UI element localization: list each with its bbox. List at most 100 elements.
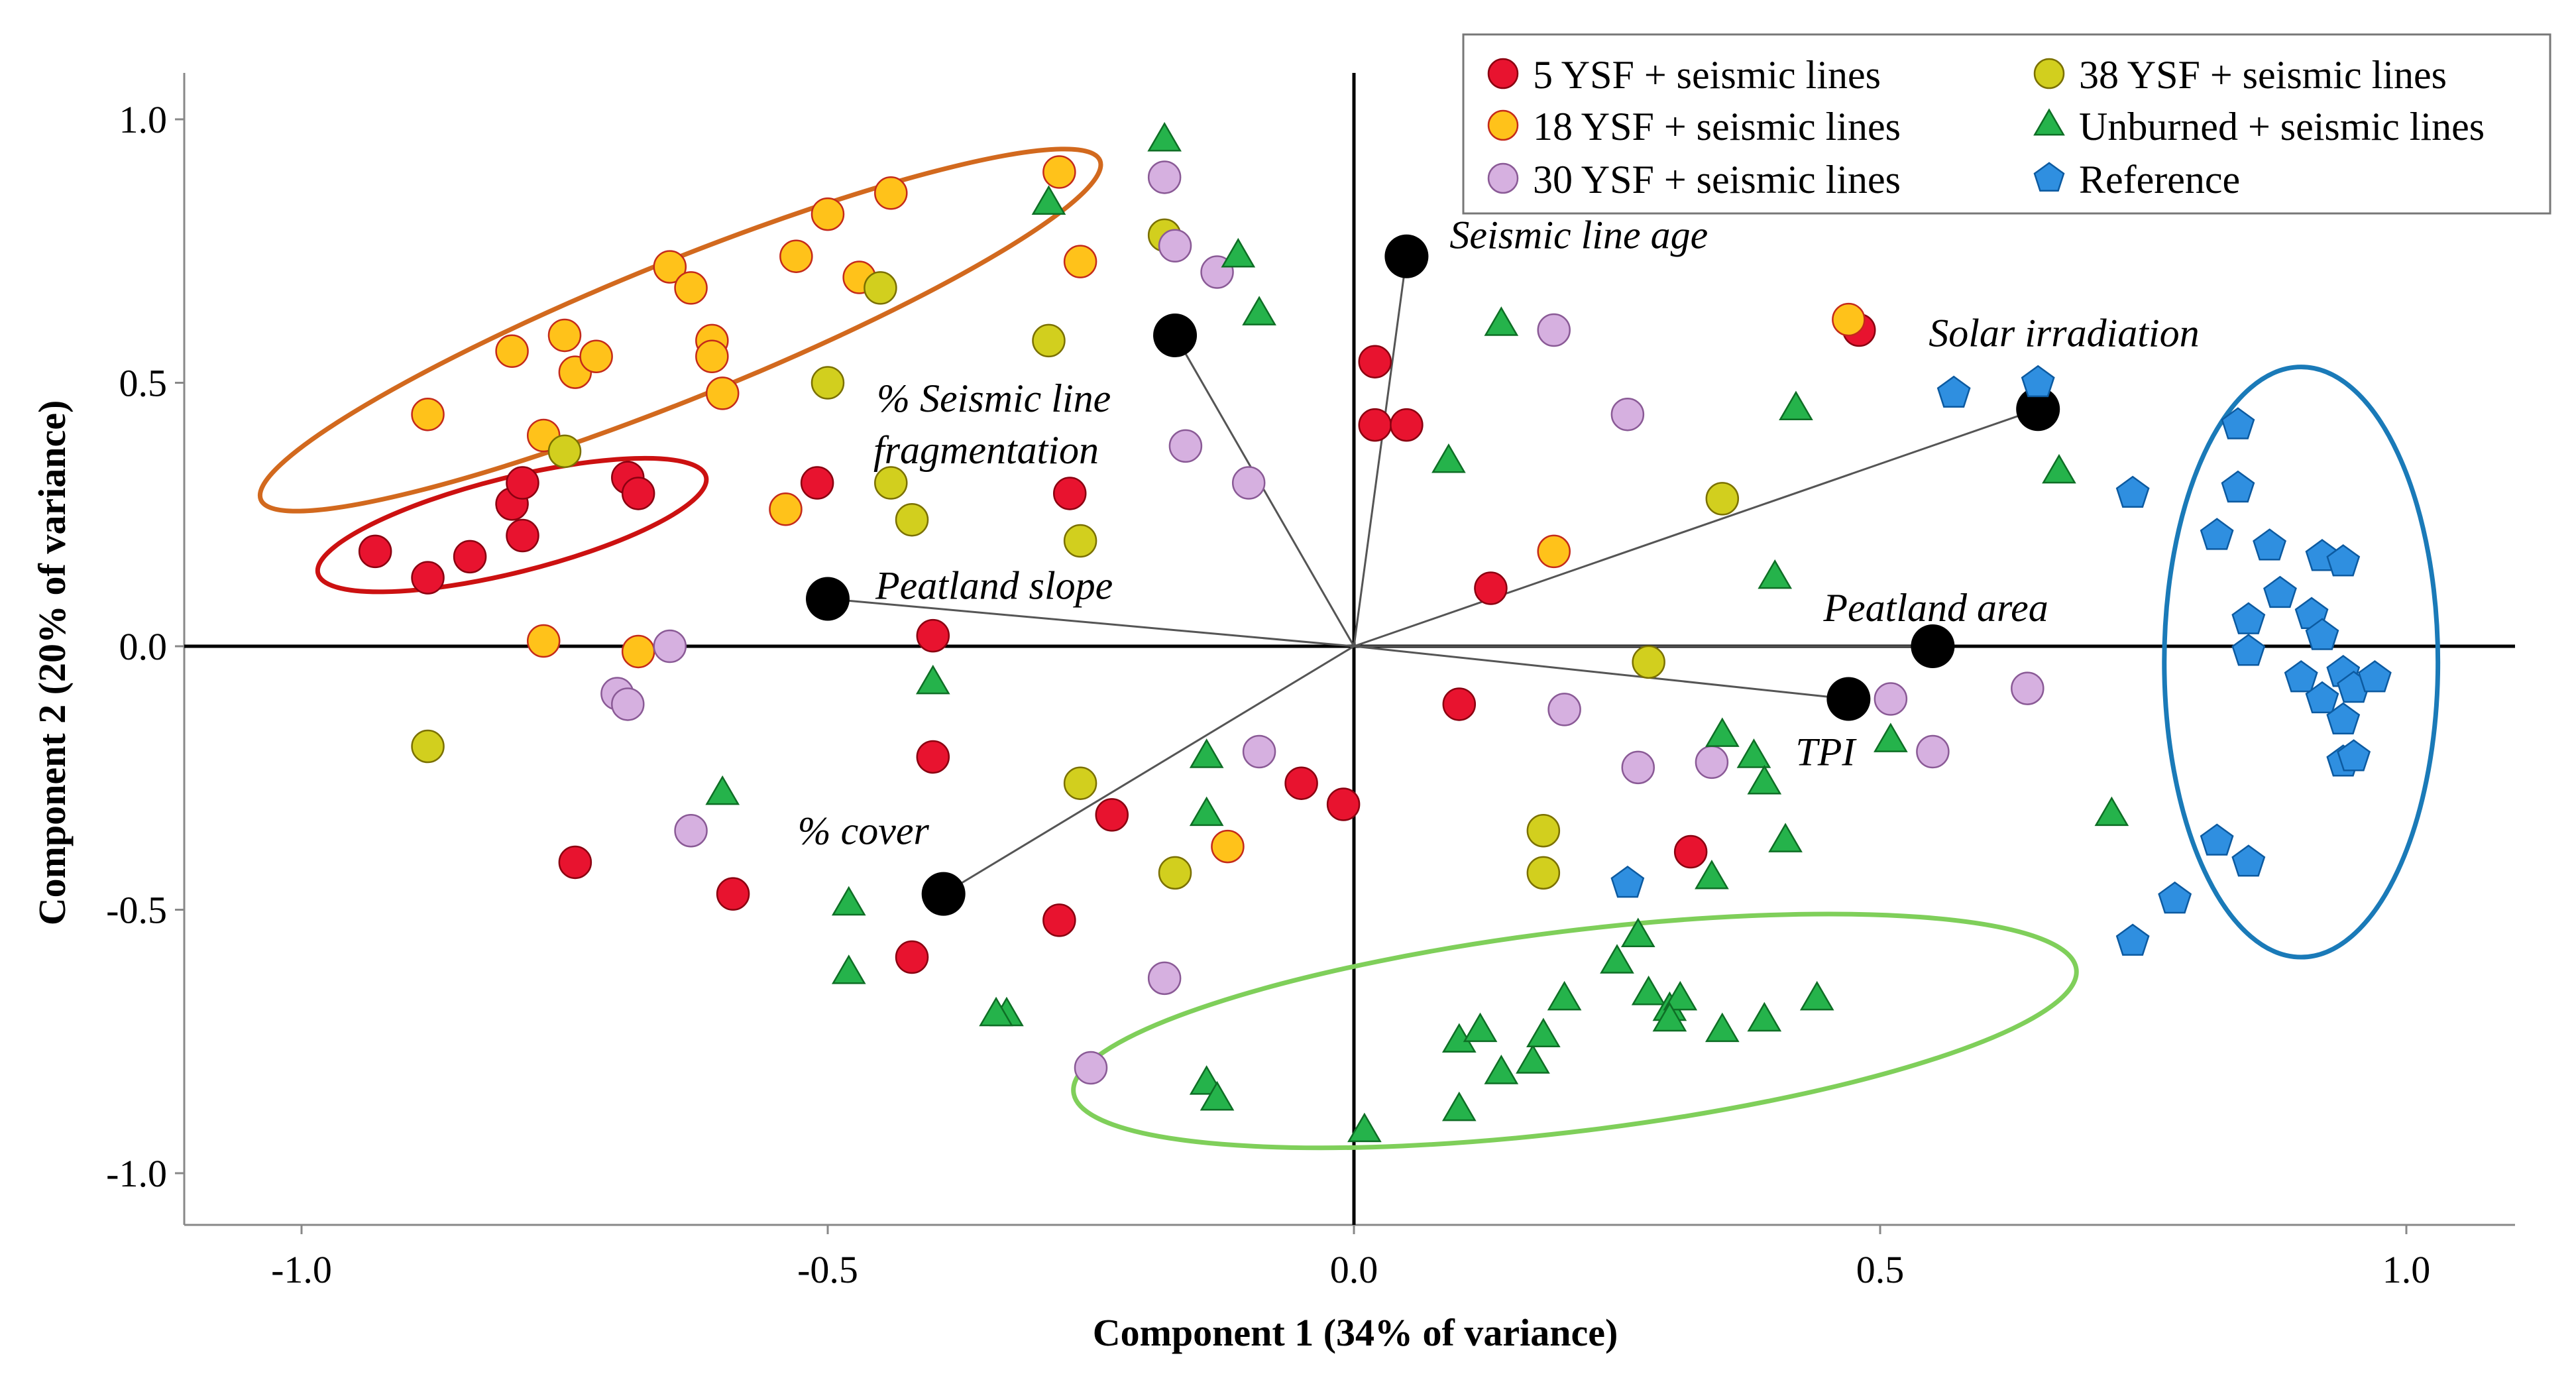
point-unburned-seismic-lines (1516, 1044, 1550, 1074)
point-unburned-seismic-lines (1463, 1012, 1498, 1043)
point-5-ysf-seismic-lines (1042, 903, 1076, 937)
series-38-ysf-seismic-lines (411, 218, 1740, 890)
point-unburned-seismic-lines (1705, 1012, 1740, 1043)
ellipse-5-ysf (315, 455, 709, 595)
point-5-ysf-seismic-lines (1358, 408, 1392, 442)
point-unburned-seismic-lines (1600, 944, 1634, 974)
x-tick-label: 1.0 (2382, 1248, 2431, 1291)
point-unburned-seismic-lines (1705, 717, 1740, 747)
point-5-ysf-seismic-lines (621, 477, 655, 510)
tick-labels: -1.0 -0.5 0.0 0.5 1.0 -1.0 -0.5 0.0 0.5 1.0 (106, 98, 2430, 1291)
vector-endpoint-seismic-line (1153, 313, 1198, 357)
point-30-ysf-seismic-lines (674, 814, 708, 848)
point-reference (2021, 365, 2055, 398)
point-unburned-seismic-lines (705, 775, 740, 805)
point-reference (2200, 518, 2234, 550)
vector-line-seismic-line-age (1353, 256, 1408, 647)
point-unburned-seismic-lines (1200, 1080, 1235, 1111)
point-5-ysf-seismic-lines (800, 466, 834, 500)
point-unburned-seismic-lines (2094, 796, 2129, 827)
point-unburned-seismic-lines (1526, 1017, 1561, 1048)
point-5-ysf-seismic-lines (916, 618, 950, 653)
x-tick-label: 0.0 (1330, 1248, 1378, 1291)
point-reference (1936, 375, 1971, 408)
point-reference (2263, 575, 2297, 608)
point-reference (2253, 528, 2286, 561)
point-30-ysf-seismic-lines (1621, 750, 1655, 785)
point-unburned-seismic-lines (1663, 980, 1698, 1011)
point-unburned-seismic-lines (1799, 980, 1834, 1011)
point-18-ysf-seismic-lines (1042, 155, 1076, 189)
point-unburned-seismic-lines (1242, 296, 1276, 325)
legend-label-30-ysf-seismic-lines: 30 YSF + seismic lines (1533, 158, 1901, 201)
point-5-ysf-seismic-lines (1390, 408, 1424, 442)
point-18-ysf-seismic-lines (579, 339, 613, 373)
series-30-ysf-seismic-lines (600, 160, 2044, 1085)
point-18-ysf-seismic-lines (695, 339, 729, 373)
vector-endpoint-tpi (1826, 677, 1871, 721)
point-reference (2326, 544, 2361, 577)
point-reference (2221, 470, 2255, 503)
point-unburned-seismic-lines (1779, 390, 1813, 421)
point-reference (2231, 634, 2266, 666)
point-38-ysf-seismic-lines (1158, 856, 1192, 890)
point-unburned-seismic-lines (915, 664, 950, 695)
point-30-ysf-seismic-lines (1158, 229, 1192, 263)
x-tick-label: -0.5 (797, 1248, 858, 1291)
vector-label-peatland-area: Peatland area (1822, 586, 2048, 630)
point-18-ysf-seismic-lines (674, 271, 708, 305)
point-5-ysf-seismic-lines (1326, 787, 1361, 821)
series-5-ysf-seismic-lines (358, 313, 1876, 974)
point-30-ysf-seismic-lines (1242, 734, 1276, 769)
point-38-ysf-seismic-lines (1032, 323, 1066, 358)
y-tick-label: 0.0 (119, 625, 168, 668)
x-tick-label: 0.5 (1856, 1248, 1905, 1291)
point-30-ysf-seismic-lines (1147, 160, 1182, 194)
point-unburned-seismic-lines (831, 886, 866, 916)
point-30-ysf-seismic-lines (1147, 961, 1182, 996)
vector-endpoint-peatland-area (1911, 624, 1955, 668)
point-unburned-seismic-lines (1758, 559, 1793, 589)
vector-endpoint-peatland-slope (806, 577, 850, 621)
point-5-ysf-seismic-lines (1474, 571, 1508, 605)
point-unburned-seismic-lines (1768, 823, 1803, 852)
point-30-ysf-seismic-lines (611, 687, 645, 721)
point-reference (2221, 407, 2255, 439)
point-30-ysf-seismic-lines (1695, 745, 1729, 779)
point-unburned-seismic-lines (1441, 1091, 1477, 1121)
point-unburned-seismic-lines (1189, 738, 1224, 768)
data-points (358, 122, 2392, 1143)
point-18-ysf-seismic-lines (653, 250, 687, 284)
y-tick-label: 1.0 (119, 98, 168, 141)
point-18-ysf-seismic-lines (495, 334, 529, 369)
vector-label-solar-irradiation: Solar irradiation (1929, 311, 2199, 355)
point-38-ysf-seismic-lines (895, 502, 929, 537)
point-unburned-seismic-lines (979, 996, 1013, 1027)
legend-marker-unburned-seismic-lines (2033, 108, 2065, 136)
point-5-ysf-seismic-lines (716, 877, 750, 911)
point-38-ysf-seismic-lines (547, 434, 582, 469)
point-30-ysf-seismic-lines (1916, 734, 1950, 769)
point-reference (2115, 923, 2150, 956)
point-38-ysf-seismic-lines (874, 466, 908, 500)
vector-endpoint-seismic-line-age (1384, 234, 1429, 278)
point-38-ysf-seismic-lines (1063, 524, 1097, 558)
y-tick-label: -1.0 (106, 1152, 167, 1195)
vector-label-cover: % cover (798, 809, 930, 853)
point-38-ysf-seismic-lines (1705, 482, 1740, 516)
vector-line-seismic-line (1174, 335, 1355, 647)
legend: 5 YSF + seismic lines 18 YSF + seismic li… (1462, 33, 2551, 215)
point-unburned-seismic-lines (1747, 764, 1782, 795)
point-18-ysf-seismic-lines (779, 239, 813, 273)
legend-marker-38-ysf-seismic-lines (2033, 58, 2065, 89)
vector-label-seismic-line-age: Seismic line age (1449, 213, 1708, 257)
point-38-ysf-seismic-lines (1063, 766, 1097, 800)
vector-line-solar-irradiation (1353, 408, 2039, 648)
point-38-ysf-seismic-lines (1526, 856, 1561, 890)
point-reference (2284, 660, 2318, 693)
vector-label-seismic-line: % Seismic line (877, 376, 1111, 420)
point-5-ysf-seismic-lines (1095, 798, 1129, 832)
point-5-ysf-seismic-lines (411, 561, 445, 595)
point-unburned-seismic-lines (1147, 122, 1182, 152)
